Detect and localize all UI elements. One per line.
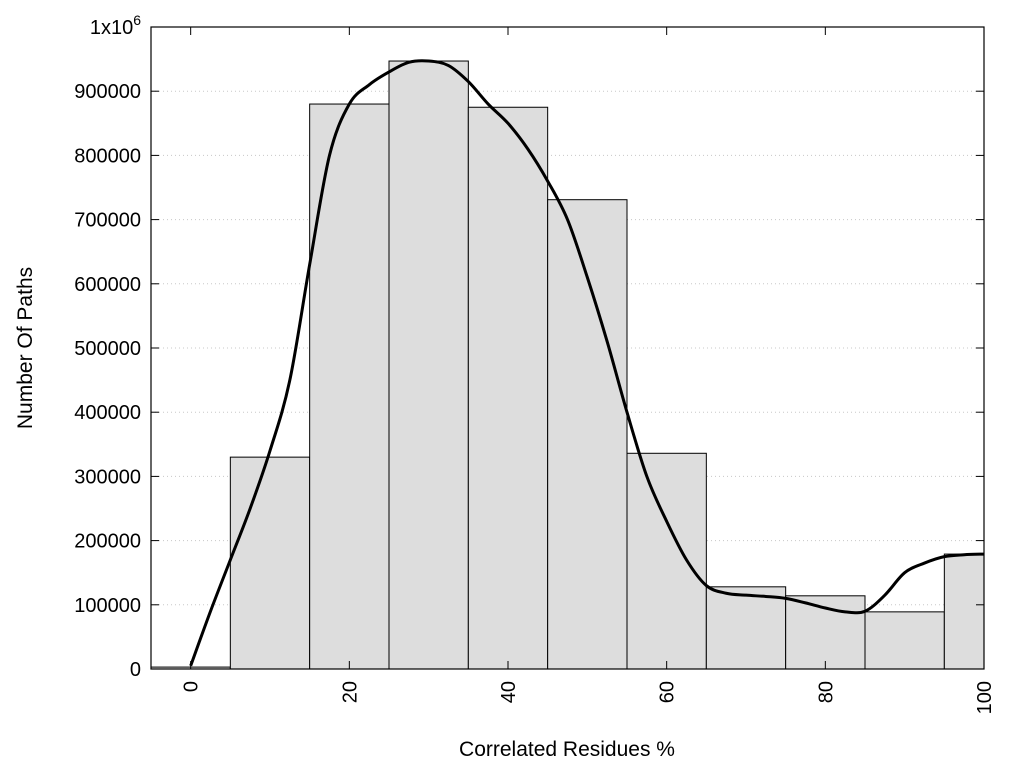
y-axis-label: Number Of Paths	[14, 267, 37, 429]
x-tick-label: 0	[181, 681, 203, 692]
density-curve	[189, 59, 985, 667]
y-tick-label: 1x106	[90, 12, 141, 39]
y-tick-label: 600000	[74, 274, 141, 296]
y-tick-label: 0	[130, 659, 141, 681]
x-tick-label: 20	[339, 681, 361, 703]
histogram-bar	[547, 199, 628, 670]
x-axis-label: Correlated Residues %	[459, 738, 675, 761]
y-tick-label: 100000	[74, 595, 141, 617]
histogram-bars	[150, 60, 985, 670]
histogram-bar	[864, 611, 945, 670]
y-tick-label: 300000	[74, 466, 141, 488]
density-curve-layer	[189, 59, 985, 667]
x-tick-label: 60	[657, 681, 679, 703]
y-tick-label: 200000	[74, 531, 141, 553]
histogram-bar	[467, 106, 549, 670]
y-tick-label: 500000	[74, 338, 141, 360]
histogram-bar	[943, 553, 985, 670]
y-tick-label: 400000	[74, 402, 141, 424]
histogram-bar	[626, 452, 707, 670]
y-tick-label: 900000	[74, 81, 141, 103]
x-tick-label: 100	[974, 681, 996, 714]
y-tick-label: 800000	[74, 145, 141, 167]
x-tick-label: 40	[498, 681, 520, 703]
x-tick-label: 80	[815, 681, 837, 703]
histogram-bar	[309, 103, 390, 670]
histogram-bar	[229, 456, 311, 670]
axis-ticks: 0 100000 200000 300000 400000 500000 600000 700…	[74, 12, 996, 714]
histogram-bar	[705, 586, 787, 670]
histogram-bar	[388, 60, 469, 670]
y-tick-label: 700000	[74, 210, 141, 232]
